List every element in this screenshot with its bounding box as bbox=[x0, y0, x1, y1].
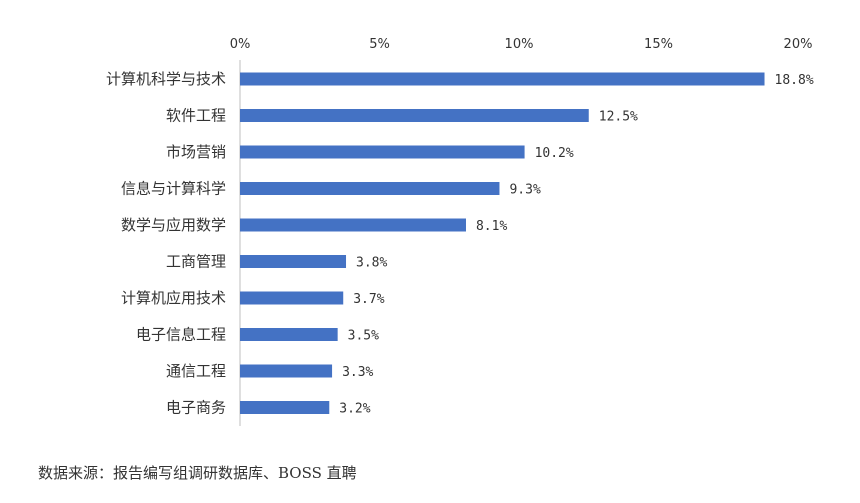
category-label: 工商管理 bbox=[166, 253, 226, 271]
value-label: 3.3% bbox=[342, 365, 373, 380]
category-label: 软件工程 bbox=[166, 107, 226, 125]
chart-svg: 0% 5% 10% 15% 20% 计算机科学与技术软件工程市场营销信息与计算科学数学与… bbox=[106, 37, 814, 426]
category-label: 信息与计算科学 bbox=[121, 180, 226, 198]
value-label: 10.2% bbox=[535, 146, 574, 161]
category-labels: 计算机科学与技术软件工程市场营销信息与计算科学数学与应用数学工商管理计算机应用技… bbox=[106, 70, 226, 417]
value-labels: 18.8% 12.5% 10.2% 9.3% 8.1% 3.8% 3.7% 3.5% 3.3% 3… bbox=[339, 73, 814, 417]
bar-chart: 0% 5% 10% 15% 20% 计算机科学与技术软件工程市场营销信息与计算科学 数学与… bbox=[106, 37, 814, 426]
value-label: 12.5% bbox=[599, 110, 638, 125]
value-label: 3.5% bbox=[348, 329, 379, 344]
bar bbox=[240, 328, 338, 341]
x-tick-label: 10% bbox=[505, 37, 534, 52]
value-label: 3.8% bbox=[356, 256, 387, 271]
x-tick-label: 20% bbox=[784, 37, 813, 52]
value-label: 18.8% bbox=[775, 73, 814, 88]
bar bbox=[240, 218, 466, 232]
category-label: 计算机应用技术 bbox=[121, 289, 226, 307]
bar bbox=[240, 255, 347, 268]
x-tick-label: 5% bbox=[369, 37, 390, 52]
value-label: 8.1% bbox=[476, 219, 507, 234]
x-tick-label: 0% bbox=[230, 37, 251, 52]
bars bbox=[240, 72, 765, 414]
bar bbox=[240, 401, 330, 414]
value-label: 3.7% bbox=[353, 292, 384, 307]
bar bbox=[240, 364, 333, 378]
category-label: 市场营销 bbox=[166, 143, 226, 161]
bar bbox=[240, 109, 589, 122]
category-label: 计算机科学与技术 bbox=[106, 70, 226, 88]
x-tick-label: 15% bbox=[644, 37, 673, 52]
category-label: 通信工程 bbox=[166, 362, 226, 380]
value-label: 3.2% bbox=[339, 402, 370, 417]
bar bbox=[240, 145, 525, 159]
category-label: 电子信息工程 bbox=[136, 326, 226, 344]
x-axis-ticks: 0% 5% 10% 15% 20% bbox=[230, 37, 813, 52]
bar bbox=[240, 72, 765, 86]
value-label: 9.3% bbox=[509, 183, 540, 198]
source-note: 数据来源：报告编写组调研数据库、BOSS 直聘 bbox=[38, 464, 357, 482]
bar bbox=[240, 291, 344, 305]
category-label: 电子商务 bbox=[166, 399, 226, 417]
category-label: 数学与应用数学 bbox=[121, 216, 226, 234]
bar bbox=[240, 182, 500, 195]
